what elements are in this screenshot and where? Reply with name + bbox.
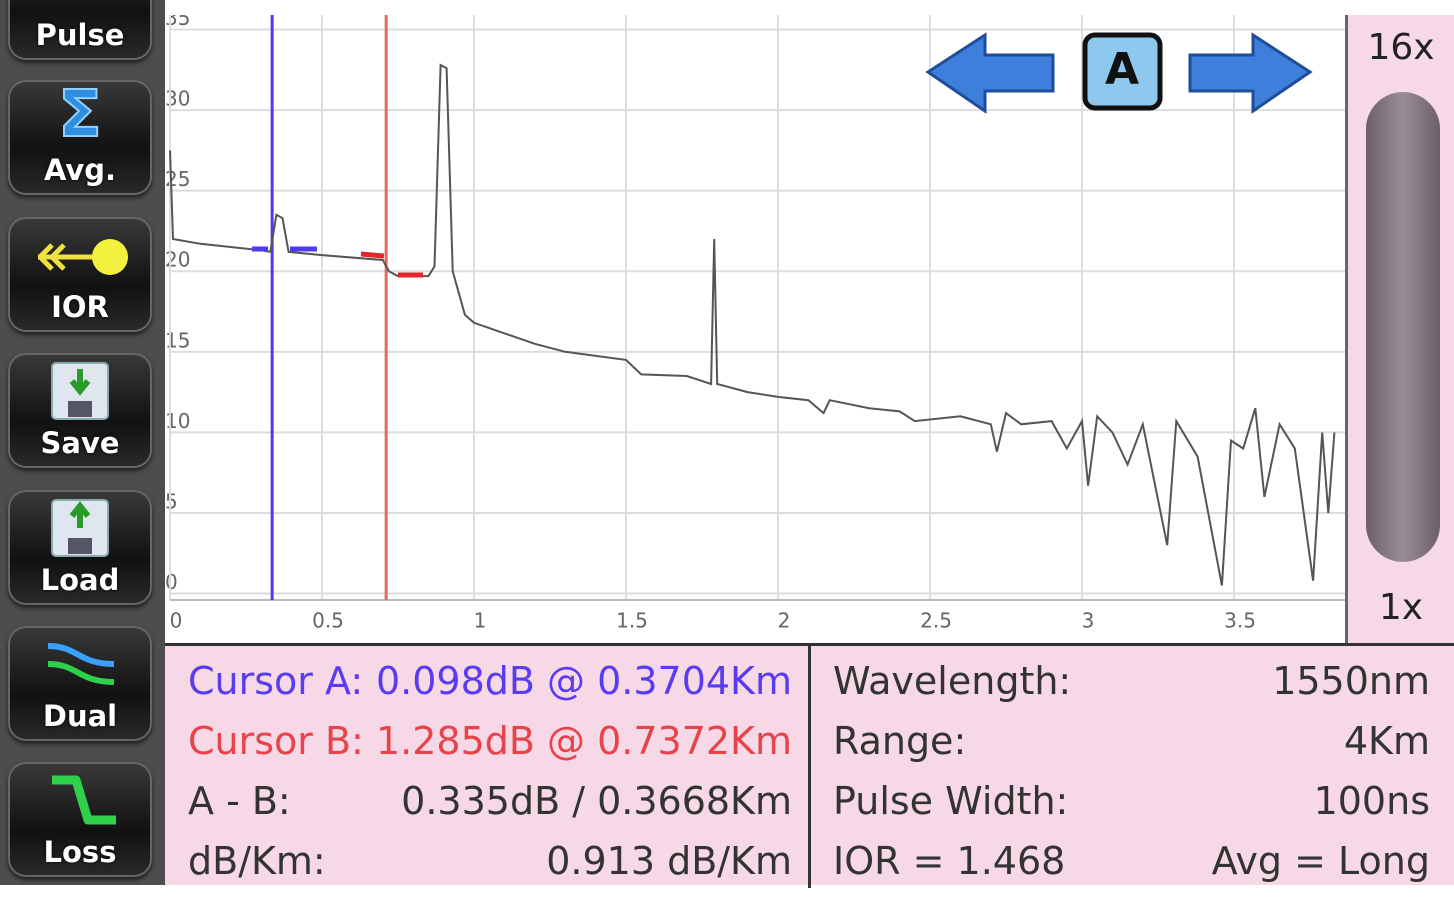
info-value: 0.913 dB/Km — [546, 839, 792, 883]
info-label: Pulse Width: — [833, 779, 1069, 823]
info-panel: Cursor A: 0.098dB @ 0.3704Km Cursor B: 1.28… — [165, 643, 1454, 888]
button-label[interactable]: Avg. — [43, 153, 117, 187]
info-label: Cursor B: — [188, 719, 364, 763]
y-tick-label: 10 — [165, 409, 190, 433]
info-label: Range: — [833, 719, 967, 763]
info-column: Wavelength: 1550nm Range: 4Km Pulse Width: 10… — [833, 646, 1430, 885]
button-label[interactable]: IOR — [51, 290, 109, 324]
y-tick-label: 20 — [165, 248, 190, 272]
button-label[interactable]: Load — [40, 563, 120, 597]
sidebar-button[interactable]: IOR — [8, 217, 152, 332]
otdr-trace — [169, 63, 1336, 586]
button-label[interactable]: Save — [40, 426, 120, 460]
y-tick-label: 0 — [165, 570, 178, 594]
cursor-nav-left[interactable] — [925, 32, 1055, 114]
cursor-b-segment — [360, 251, 385, 259]
info-value: Avg = Long — [1211, 839, 1430, 883]
info-value: 1550nm — [1272, 659, 1430, 703]
info-label: dB/Km: — [188, 839, 326, 883]
x-tick-label: 1.5 — [616, 609, 648, 633]
info-value: 0.098dB @ 0.3704Km — [375, 659, 792, 703]
zoom-panel: 16x 1x — [1345, 15, 1454, 643]
x-tick-label: 2 — [778, 609, 791, 633]
button-icon — [51, 499, 109, 557]
sidebar-button[interactable]: Pulse — [8, 0, 152, 60]
info-value: 1.285dB @ 0.7372Km — [375, 719, 792, 763]
sidebar-button[interactable]: Load — [8, 490, 152, 605]
button-icon — [47, 643, 115, 685]
otdr-chart: 0 5 10 15 20 25 30 35 0 0.5 1 1.5 2 2.5 3 3.5 A — [165, 15, 1345, 643]
y-tick-label: 5 — [165, 489, 178, 513]
sidebar-button[interactable]: Dual — [8, 626, 152, 741]
button-label[interactable]: Loss — [43, 835, 117, 869]
info-value: 0.335dB / 0.3668Km — [401, 779, 792, 823]
button-icon — [38, 239, 128, 275]
info-label: IOR = 1.468 — [833, 839, 1066, 883]
info-label: A - B: — [188, 779, 291, 823]
info-column: Cursor A: 0.098dB @ 0.3704Km Cursor B: 1.28… — [188, 646, 792, 885]
svg-text:Σ: Σ — [58, 88, 102, 152]
button-icon — [52, 775, 116, 825]
y-tick-label: 30 — [165, 87, 190, 111]
y-tick-label: 15 — [165, 328, 190, 352]
button-label[interactable]: Dual — [42, 699, 118, 733]
plot-background — [165, 15, 1345, 643]
right-arrow[interactable] — [1188, 32, 1313, 114]
divider — [808, 646, 811, 888]
cursor-select-button[interactable] — [1082, 32, 1163, 111]
x-tick-label: 3.5 — [1224, 609, 1256, 633]
info-value: 100ns — [1313, 779, 1430, 823]
zoom-max-label: 16x — [1367, 27, 1435, 68]
x-tick-label: 3 — [1082, 609, 1095, 633]
x-tick-label: 1 — [474, 609, 487, 633]
info-value: 4Km — [1343, 719, 1430, 763]
x-tick-label: 2.5 — [920, 609, 952, 633]
sidebar-button[interactable]: Loss — [8, 762, 152, 877]
x-tick-label: 0 — [170, 609, 183, 633]
button-label[interactable]: Pulse — [35, 18, 125, 52]
cursor-segments — [252, 246, 423, 278]
info-label: Wavelength: — [833, 659, 1072, 703]
cursor-select-label[interactable]: A — [1105, 44, 1139, 95]
left-arrow[interactable] — [925, 32, 1055, 114]
button-icon — [51, 362, 109, 420]
y-tick-label: 35 — [165, 15, 190, 30]
x-tick-label: 0.5 — [312, 609, 344, 633]
info-label: Cursor A: — [188, 659, 364, 703]
button-icon: Σ — [57, 88, 103, 153]
zoom-slider[interactable] — [1366, 92, 1440, 562]
sidebar: Pulse Σ Avg. IOR Save Load Dual Loss — [0, 0, 165, 885]
sidebar-button[interactable]: Σ Avg. — [8, 80, 152, 195]
y-tick-label: 25 — [165, 167, 190, 191]
sidebar-button[interactable]: Save — [8, 353, 152, 468]
zoom-min-label: 1x — [1378, 587, 1424, 628]
